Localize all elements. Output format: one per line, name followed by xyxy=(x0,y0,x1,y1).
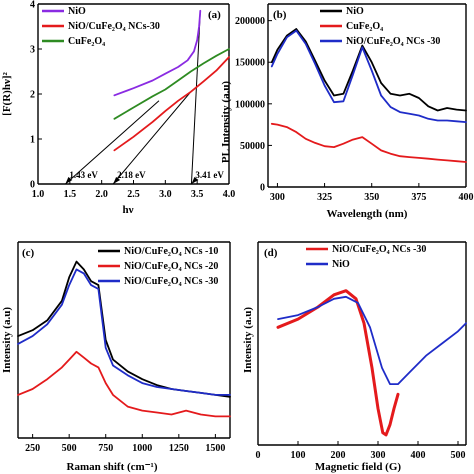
panel-a-xtick-label: 2.0 xyxy=(95,189,108,200)
panel-c-series xyxy=(17,260,231,418)
panel-b: 300 325 350 375 400050000100000150000200000 … xyxy=(220,3,474,220)
panel-a-ytick-label: 0 xyxy=(30,180,35,191)
panel-a-ticks: 1.0 1.5 2.0 2.5 3.0 3.5 4.0 0 1 2 3 4 xyxy=(30,0,235,200)
panel-b-ytick-label: 50000 xyxy=(240,141,265,152)
panel-b-series xyxy=(270,28,467,163)
panel-c-legend: NiO/CuFe₂O₄ NCs -10 NiO/CuFe₂O₄ NCs -20 Ni… xyxy=(98,246,218,287)
panel-a-label: (a) xyxy=(208,9,221,21)
panel-a-series-nio xyxy=(113,9,202,97)
panel-d-series-nio xyxy=(277,295,467,386)
panel-b-xtick-label: 300 xyxy=(270,192,285,203)
panel-d-ticks: 0 100 200 300 400 500 xyxy=(256,441,466,461)
panel-c-series-nio-cufe-o-ncs-30 xyxy=(17,268,231,396)
panel-a-tangent-arrow xyxy=(65,177,73,184)
panel-a-tangent-arrow xyxy=(191,177,199,184)
panel-d-legend-label: NiO/CuFe₂O₄ NCs -30 xyxy=(332,244,426,255)
panel-c-xlabel: Raman shift (cm⁻¹) xyxy=(67,461,158,473)
panel-b-xtick-label: 350 xyxy=(364,192,379,203)
panel-c-ticks: 250 500 750 1000 1250 1500 xyxy=(25,434,225,454)
panel-b-legend-label: CuFe₂O₄ xyxy=(346,21,383,32)
panel-a-xtick-label: 2.5 xyxy=(127,189,140,200)
panel-c-xtick-label: 250 xyxy=(25,443,40,454)
panel-d-ylabel: Intensity (a.u) xyxy=(242,307,254,373)
panel-d-xtick-label: 300 xyxy=(371,450,386,461)
panel-a-xtick-label: 3.0 xyxy=(159,189,172,200)
panel-d-xtick-label: 100 xyxy=(291,450,306,461)
panel-a-tangent-line xyxy=(190,10,201,185)
panel-b-legend-label: NiO/CuFe₂O₄ NCs -30 xyxy=(346,36,440,47)
panel-b-xtick-label: 325 xyxy=(317,192,332,203)
panel-a-xtick-label: 1.0 xyxy=(32,189,45,200)
panel-d-xtick-label: 0 xyxy=(256,450,261,461)
panel-b-ticks: 300 325 350 375 400 0 50000 100000 150000 200000 xyxy=(235,16,474,203)
panel-a-series-cufe-o xyxy=(113,48,230,120)
panel-b-legend-label: NiO xyxy=(346,6,364,17)
panel-d-series xyxy=(276,289,467,437)
panel-a-ylabel: [F(R)hν]² xyxy=(1,71,13,115)
panel-c-xtick-label: 500 xyxy=(62,443,77,454)
panel-b-ytick-label: 150000 xyxy=(235,58,265,69)
panel-c-legend-label: NiO/CuFe₂O₄ NCs -10 xyxy=(124,246,218,257)
panel-a-xtick-label: 4.0 xyxy=(223,189,236,200)
panel-b-series-cufe-o xyxy=(270,122,467,163)
panel-a-legend-label: CuFe₂O₄ xyxy=(68,36,105,47)
panel-a-legend-label: NiO xyxy=(68,6,86,17)
panel-d-xtick-label: 200 xyxy=(331,450,346,461)
panel-c-series-nio-cufe-o-ncs-20 xyxy=(17,350,231,418)
panel-c-xtick-label: 1500 xyxy=(205,443,225,454)
panel-c-xtick-label: 750 xyxy=(98,443,113,454)
panel-a-tangent-lines xyxy=(65,10,201,185)
panel-a-tangent-arrow xyxy=(113,177,121,184)
panel-b-label: (b) xyxy=(273,9,287,21)
panel-a-annotation: 2.18 eV xyxy=(117,170,146,180)
panel-a: 1.0 1.5 2.0 2.5 3.0 3.5 4.0 0 1 2 3 4 1.43 eV 2.18 e… xyxy=(1,0,235,216)
panel-d-xtick-label: 400 xyxy=(411,450,426,461)
panel-c-legend-label: NiO/CuFe₂O₄ NCs -30 xyxy=(124,276,218,287)
panel-c-xtick-label: 1250 xyxy=(169,443,189,454)
panel-b-series-nio-cufe-o-ncs-30 xyxy=(270,29,467,123)
panel-c-ylabel: Intensity (a.u) xyxy=(1,307,13,373)
panel-a-series xyxy=(113,9,230,152)
panel-d-xtick-label: 500 xyxy=(451,450,466,461)
panel-b-legend: NiO CuFe₂O₄ NiO/CuFe₂O₄ NCs -30 xyxy=(320,6,440,47)
panel-a-ytick-label: 4 xyxy=(30,0,35,11)
panel-b-ylabel: PL Intensity (a.u) xyxy=(220,81,232,164)
panel-b-ytick-label: 100000 xyxy=(235,99,265,110)
panel-d-label: (d) xyxy=(264,247,278,259)
panel-a-annotations: 1.43 eV 2.18 eV 3.41 eV xyxy=(69,170,224,180)
panel-a-ytick-label: 2 xyxy=(30,90,35,101)
panel-b-xlabel: Wavelength (nm) xyxy=(327,208,408,220)
panel-d-legend-label: NiO xyxy=(332,259,350,270)
panel-a-ytick-label: 1 xyxy=(30,135,35,146)
panel-a-legend-label: NiO/CuFe₂O₄ NCs-30 xyxy=(68,21,160,32)
panel-a-tangent-line xyxy=(112,91,192,185)
panel-c-xtick-label: 1000 xyxy=(132,443,152,454)
panel-d-legend: NiO/CuFe₂O₄ NCs -30 NiO xyxy=(306,244,426,270)
panel-d: 0 100 200 300 400 500 Magnetic field (G) Inte… xyxy=(242,241,467,473)
panel-b-xtick-label: 400 xyxy=(459,192,474,203)
panel-a-annotation: 1.43 eV xyxy=(69,170,98,180)
panel-a-tangent-line xyxy=(65,100,160,185)
panel-b-xtick-label: 375 xyxy=(411,192,426,203)
panel-b-ytick-label: 0 xyxy=(260,183,265,194)
panel-a-xtick-label: 1.5 xyxy=(64,189,77,200)
panel-a-annotation: 3.41 eV xyxy=(195,170,224,180)
panel-a-xtick-label: 3.5 xyxy=(191,189,204,200)
panel-a-xlabel: hν xyxy=(122,204,133,216)
panel-b-series-nio xyxy=(270,28,467,112)
panel-c: 250 500 750 1000 1250 1500 Raman shift (cm⁻¹)… xyxy=(1,241,231,473)
panel-a-series-nio-cufe-o-ncs-30 xyxy=(113,56,230,152)
panel-b-ytick-label: 200000 xyxy=(235,16,265,27)
panel-a-legend: NiO NiO/CuFe₂O₄ NCs-30 CuFe₂O₄ xyxy=(42,6,160,47)
panel-c-legend-label: NiO/CuFe₂O₄ NCs -20 xyxy=(124,261,218,272)
panel-c-label: (c) xyxy=(22,247,35,259)
panel-d-xlabel: Magnetic field (G) xyxy=(315,461,401,473)
panel-a-ytick-label: 3 xyxy=(30,45,35,56)
